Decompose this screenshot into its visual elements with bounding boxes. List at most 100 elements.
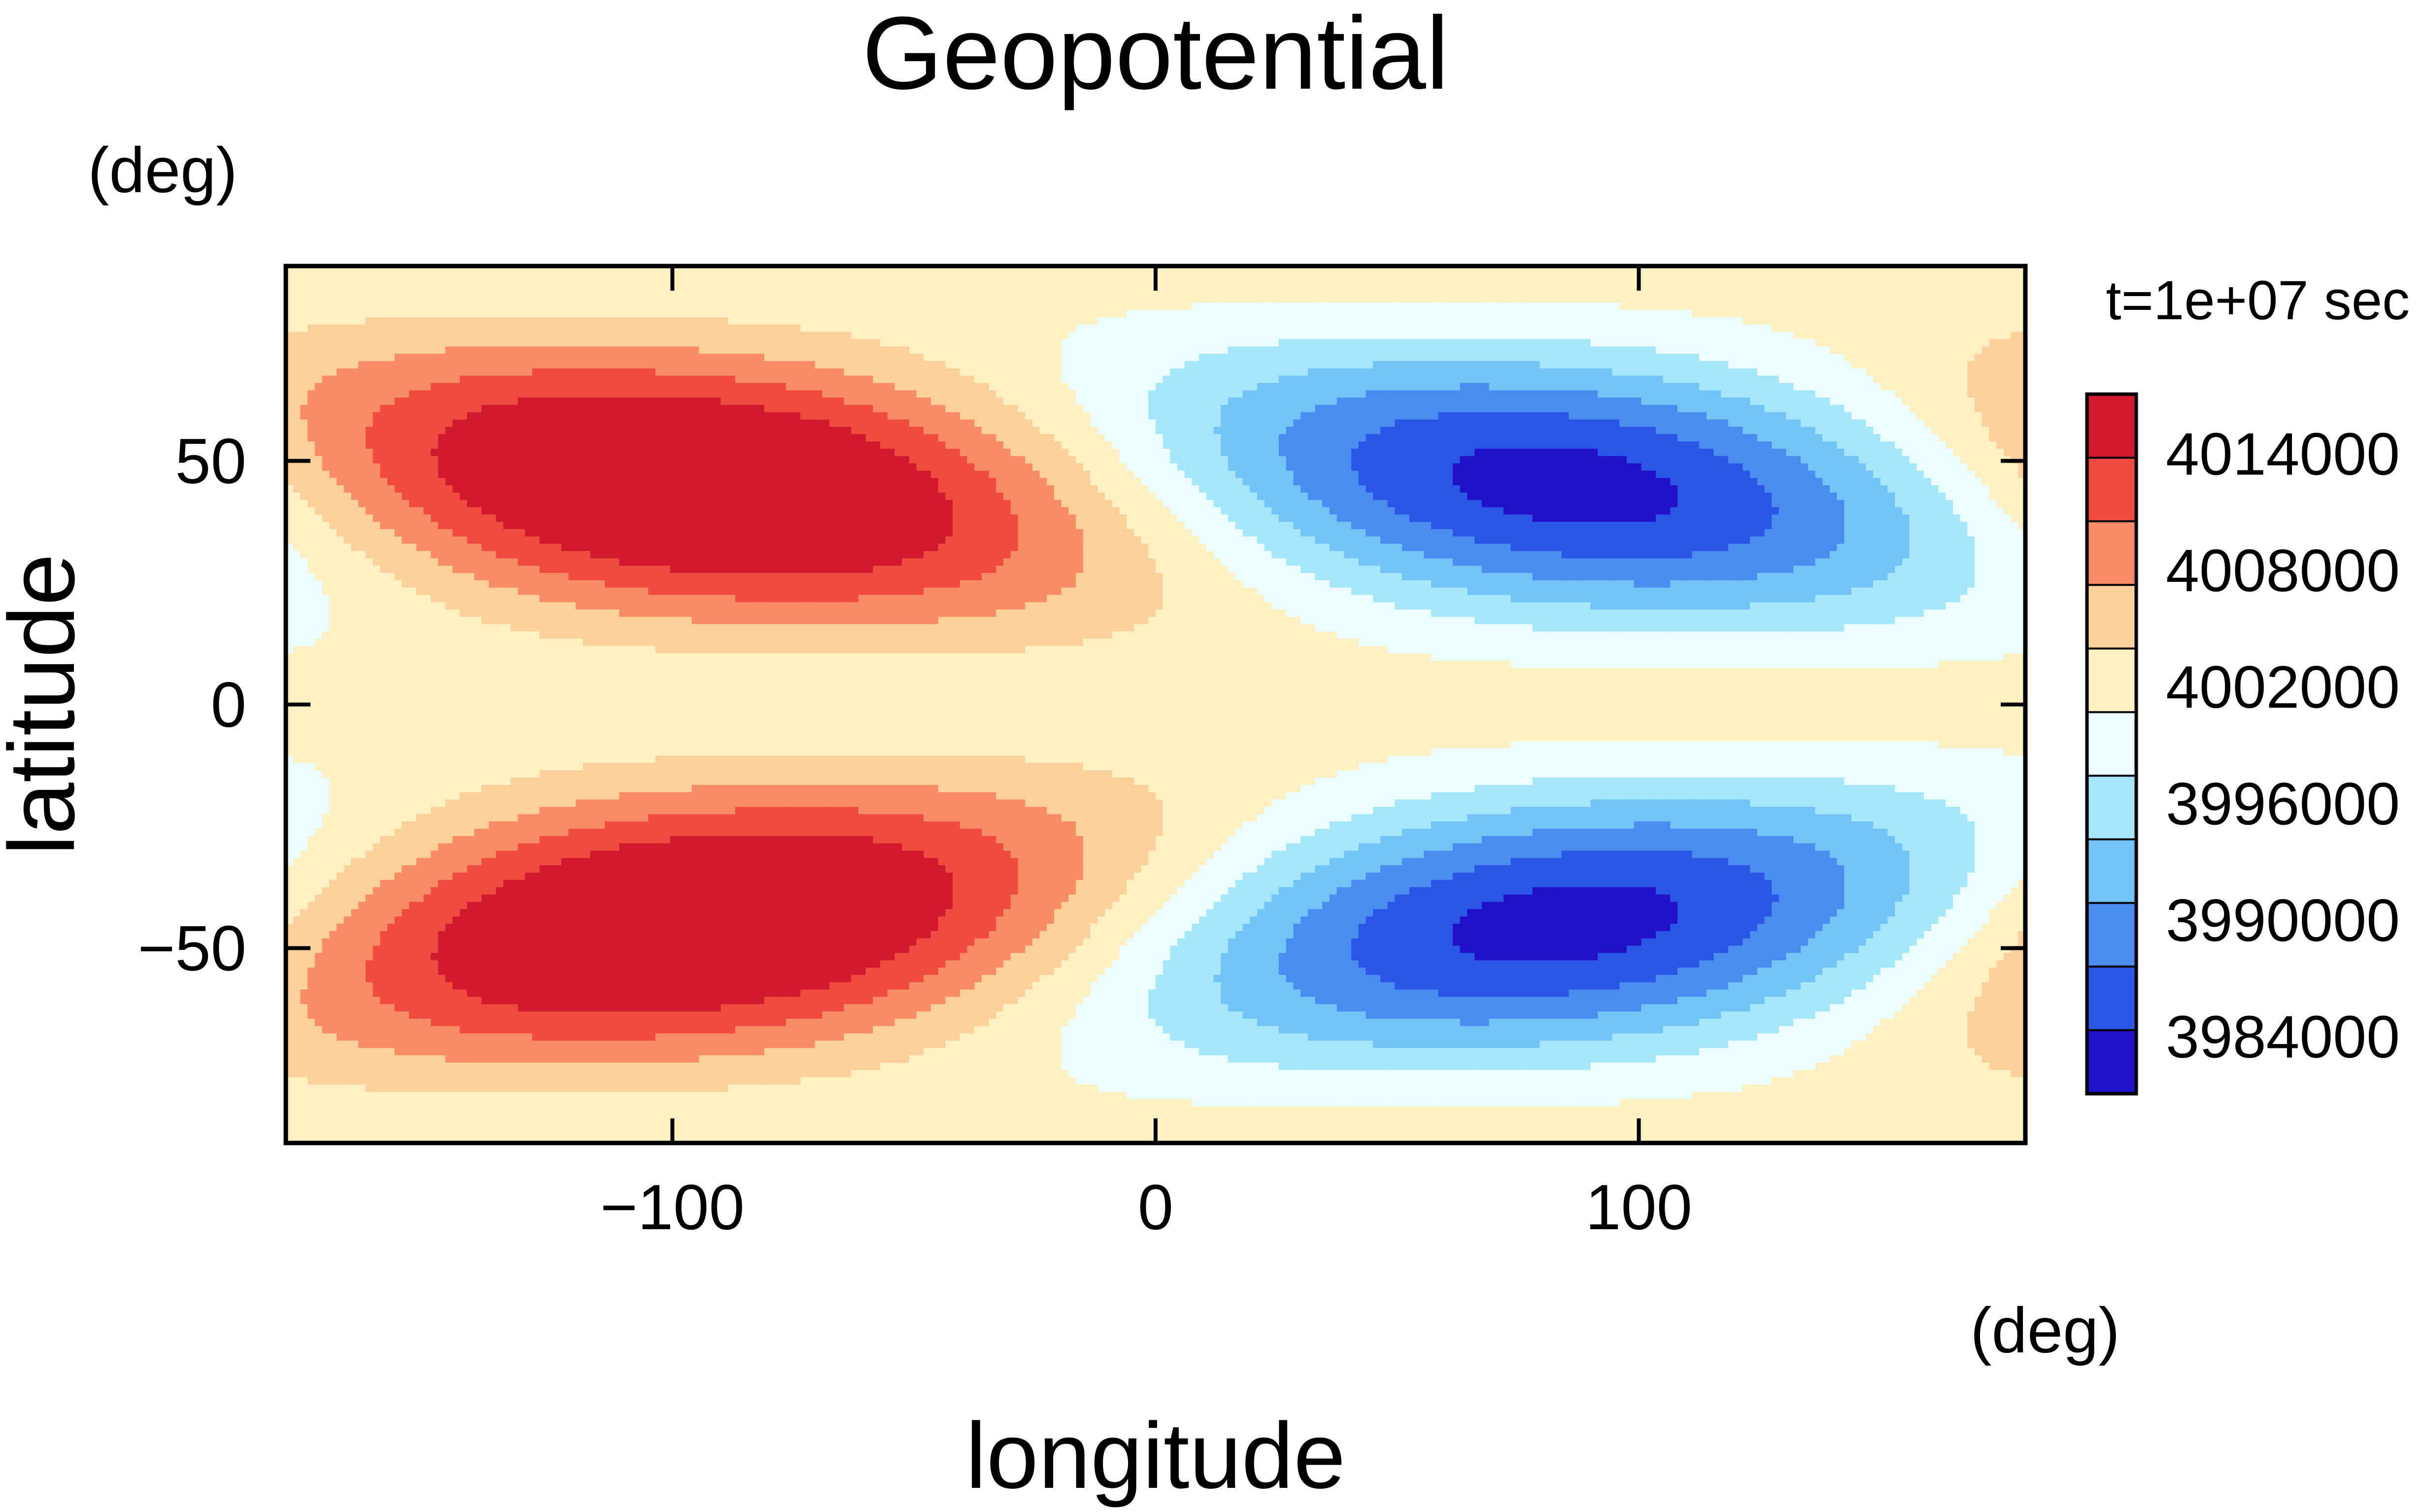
field-cell [590,295,598,303]
field-cell [1873,302,1881,310]
field-cell [1685,390,1693,398]
field-cell [1750,332,1758,340]
field-cell [547,310,555,318]
field-cell [1714,332,1722,340]
field-cell [735,369,743,376]
field-cell [844,325,852,333]
field-cell [1409,346,1417,354]
field-cell [1583,310,1591,318]
field-cell [387,361,395,369]
field-cell [1736,295,1743,303]
field-cell [779,295,786,303]
field-cell [1960,317,1968,325]
field-cell [1967,295,1975,303]
field-cell [1141,405,1149,413]
field-cell [1460,288,1468,296]
field-cell [1844,273,1852,281]
field-cell [1619,354,1627,362]
field-cell [1851,339,1859,347]
field-cell [1562,302,1570,310]
field-cell [1627,302,1635,310]
field-cell [431,281,439,289]
field-cell [1793,295,1801,303]
field-cell [1677,339,1685,347]
field-cell [641,405,649,413]
field-cell [1895,361,1903,369]
field-cell [1083,412,1091,420]
field-cell [1569,273,1576,281]
field-cell [1866,273,1874,281]
field-cell [1402,398,1410,405]
field-cell [953,273,960,281]
field-cell [1685,310,1693,318]
field-cell [337,354,344,362]
field-cell [1250,273,1258,281]
field-cell [1431,310,1439,318]
field-cell [1286,310,1294,318]
field-cell [293,369,301,376]
field-cell [1257,354,1265,362]
field-cell [1685,295,1693,303]
field-cell [1032,405,1040,413]
field-cell [1337,295,1345,303]
field-cell [931,405,939,413]
field-cell [1431,273,1439,281]
field-cell [1916,302,1924,310]
field-cell [1003,390,1011,398]
field-cell [496,412,504,420]
field-cell [1177,398,1185,405]
field-cell [1967,405,1975,413]
field-cell [1395,390,1402,398]
field-cell [1366,346,1374,354]
field-cell [402,281,410,289]
field-cell [967,317,975,325]
field-cell [1779,295,1787,303]
field-cell [1670,295,1678,303]
field-cell [1866,281,1874,289]
field-cell [837,310,845,318]
field-cell [1859,376,1867,384]
field-cell [844,369,852,376]
field-cell [344,295,352,303]
field-cell [1170,302,1178,310]
field-cell [293,310,301,318]
field-cell [1424,332,1432,340]
field-cell [1670,405,1678,413]
field-cell [982,361,990,369]
field-cell [1866,346,1874,354]
field-cell [619,310,627,318]
field-cell [1438,273,1446,281]
field-cell [1946,405,1953,413]
field-cell [655,390,663,398]
field-cell [1569,295,1576,303]
field-cell [764,354,772,362]
field-cell [1859,288,1867,296]
field-cell [1692,390,1700,398]
field-cell [322,325,330,333]
field-cell [728,361,736,369]
field-cell [895,325,903,333]
field-cell [1264,317,1272,325]
field-cell [583,339,591,347]
field-cell [1598,332,1606,340]
field-cell [1844,332,1852,340]
field-cell [438,405,446,413]
field-cell [1895,310,1903,318]
field-cell [540,361,547,369]
field-cell [1736,325,1743,333]
field-cell [1946,361,1953,369]
field-cell [322,390,330,398]
field-cell [1359,412,1367,420]
field-cell [561,310,569,318]
field-cell [2004,273,2012,281]
field-cell [445,405,453,413]
field-cell [1924,390,1932,398]
field-cell [366,405,374,413]
field-cell [989,273,997,281]
field-cell [858,369,866,376]
field-cell [1271,361,1279,369]
field-cell [1525,332,1533,340]
field-cell [1634,295,1642,303]
field-cell [1815,398,1823,405]
field-cell [358,295,366,303]
